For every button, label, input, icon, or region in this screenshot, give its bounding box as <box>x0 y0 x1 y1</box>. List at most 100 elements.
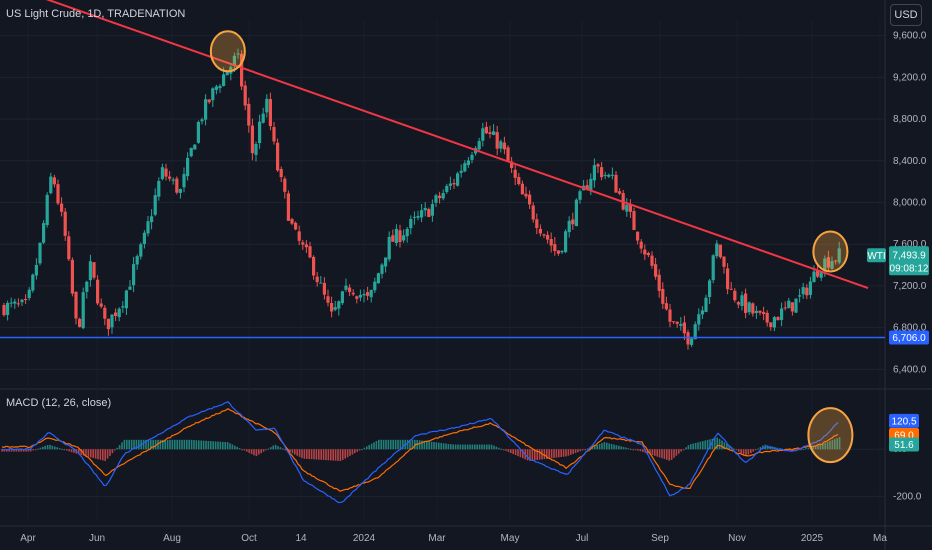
candle-body <box>776 316 780 321</box>
candle-body <box>430 204 434 216</box>
resistance-trendline[interactable] <box>2 0 869 289</box>
candle-body <box>729 288 733 290</box>
macd-histogram-bar <box>248 449 250 453</box>
macd-histogram-bar <box>207 440 210 450</box>
macd-histogram-bar <box>591 446 594 450</box>
candle-body <box>704 297 708 312</box>
macd-histogram-bar <box>296 449 298 456</box>
candle-body <box>826 257 830 268</box>
candle-body <box>132 264 136 286</box>
macd-histogram-bar <box>123 439 126 450</box>
macd-histogram-bar <box>344 449 346 459</box>
candle-body <box>175 178 179 193</box>
candle-body <box>49 176 53 194</box>
candle-body <box>787 300 791 309</box>
macd-histogram-bar <box>687 445 690 450</box>
macd-histogram-bar <box>658 449 661 458</box>
candle-body <box>668 309 672 322</box>
macd-histogram-bar <box>277 446 279 450</box>
symbol-tag-bg <box>867 248 886 263</box>
highlight-circle[interactable] <box>812 230 849 273</box>
macd-histogram-bar <box>22 449 25 452</box>
macd-histogram-bar <box>1 449 3 452</box>
macd-histogram-bar <box>418 440 421 450</box>
candle-body <box>405 228 409 237</box>
macd-histogram-bar <box>474 444 476 450</box>
macd-histogram-bar <box>121 442 123 450</box>
macd-histogram-bar <box>114 449 116 451</box>
candle-body <box>268 99 272 127</box>
macd-histogram-bar <box>392 439 394 450</box>
macd-histogram-bar <box>836 438 838 450</box>
candle-body <box>52 177 56 185</box>
macd-histogram-bar <box>10 449 13 452</box>
macd-histogram-bar <box>54 446 56 450</box>
macd-histogram-bar <box>632 449 634 451</box>
candle-body <box>574 199 578 227</box>
time-tick-label: 2025 <box>801 533 824 544</box>
macd-histogram-bar <box>46 445 49 450</box>
candle-body <box>142 232 146 244</box>
macd-histogram-bar <box>500 448 502 450</box>
candle-body <box>416 216 420 218</box>
candle-body <box>355 296 359 299</box>
candle-body <box>45 194 49 225</box>
macd-histogram-bar <box>702 441 704 450</box>
macd-histogram-bar <box>447 443 450 450</box>
candle-body <box>585 185 589 190</box>
support-price-label-bg <box>889 330 929 345</box>
macd-histogram-bar <box>610 443 613 450</box>
macd-histogram-bar <box>334 449 337 461</box>
macd-histogram-bar <box>378 439 380 450</box>
candle-body <box>70 259 74 294</box>
macd-histogram-bar <box>229 443 231 450</box>
price-tick-label: 7,200.0 <box>893 281 927 292</box>
macd-histogram-bar <box>598 443 601 450</box>
candle-body <box>322 283 326 295</box>
highlight-circle[interactable] <box>807 407 854 464</box>
candle-body <box>117 308 121 318</box>
candle-body <box>196 121 200 143</box>
candle-body <box>146 221 150 234</box>
macd-histogram-bar <box>733 448 735 450</box>
candle-body <box>747 302 751 313</box>
macd-histogram-bar <box>762 445 764 450</box>
macd-histogram-bar <box>370 443 373 450</box>
macd-indicator-title[interactable]: MACD (12, 26, close) <box>6 397 112 409</box>
macd-histogram-bar <box>176 439 178 450</box>
macd-histogram-bar <box>32 449 34 451</box>
symbol-title[interactable]: US Light Crude, 1D, TRADENATION <box>6 8 186 20</box>
macd-histogram-bar <box>831 440 834 450</box>
candle-body <box>513 169 517 178</box>
macd-histogram-bar <box>466 444 469 450</box>
highlight-circle[interactable] <box>209 30 246 73</box>
candle-body <box>553 244 557 252</box>
macd-histogram-bar <box>562 449 565 457</box>
candle-body <box>412 216 416 218</box>
macd-histogram-bar <box>224 442 226 450</box>
candle-body <box>762 312 766 315</box>
time-tick-label: May <box>501 533 520 544</box>
macd-histogram-bar <box>459 444 462 450</box>
signal-line <box>1 407 839 492</box>
macd-histogram-bar <box>142 439 145 450</box>
candle-body <box>9 302 13 304</box>
candle-body <box>232 55 236 66</box>
macd-histogram-bar <box>258 449 260 455</box>
currency-button[interactable]: USD <box>890 4 922 26</box>
candles <box>2 48 841 350</box>
macd-histogram-bar <box>265 449 267 451</box>
candle-body <box>56 184 60 204</box>
macd-histogram-bar <box>111 449 114 454</box>
candle-body <box>643 249 647 255</box>
macd-histogram-bar <box>642 449 644 452</box>
macd-histogram-bar <box>205 440 207 450</box>
macd-histogram-bar <box>402 439 404 450</box>
candle-body <box>222 74 226 86</box>
candle-body <box>261 113 265 123</box>
candle-body <box>340 291 344 304</box>
macd-histogram-bar <box>469 444 471 450</box>
countdown-label: 09:08:12 <box>890 263 929 274</box>
